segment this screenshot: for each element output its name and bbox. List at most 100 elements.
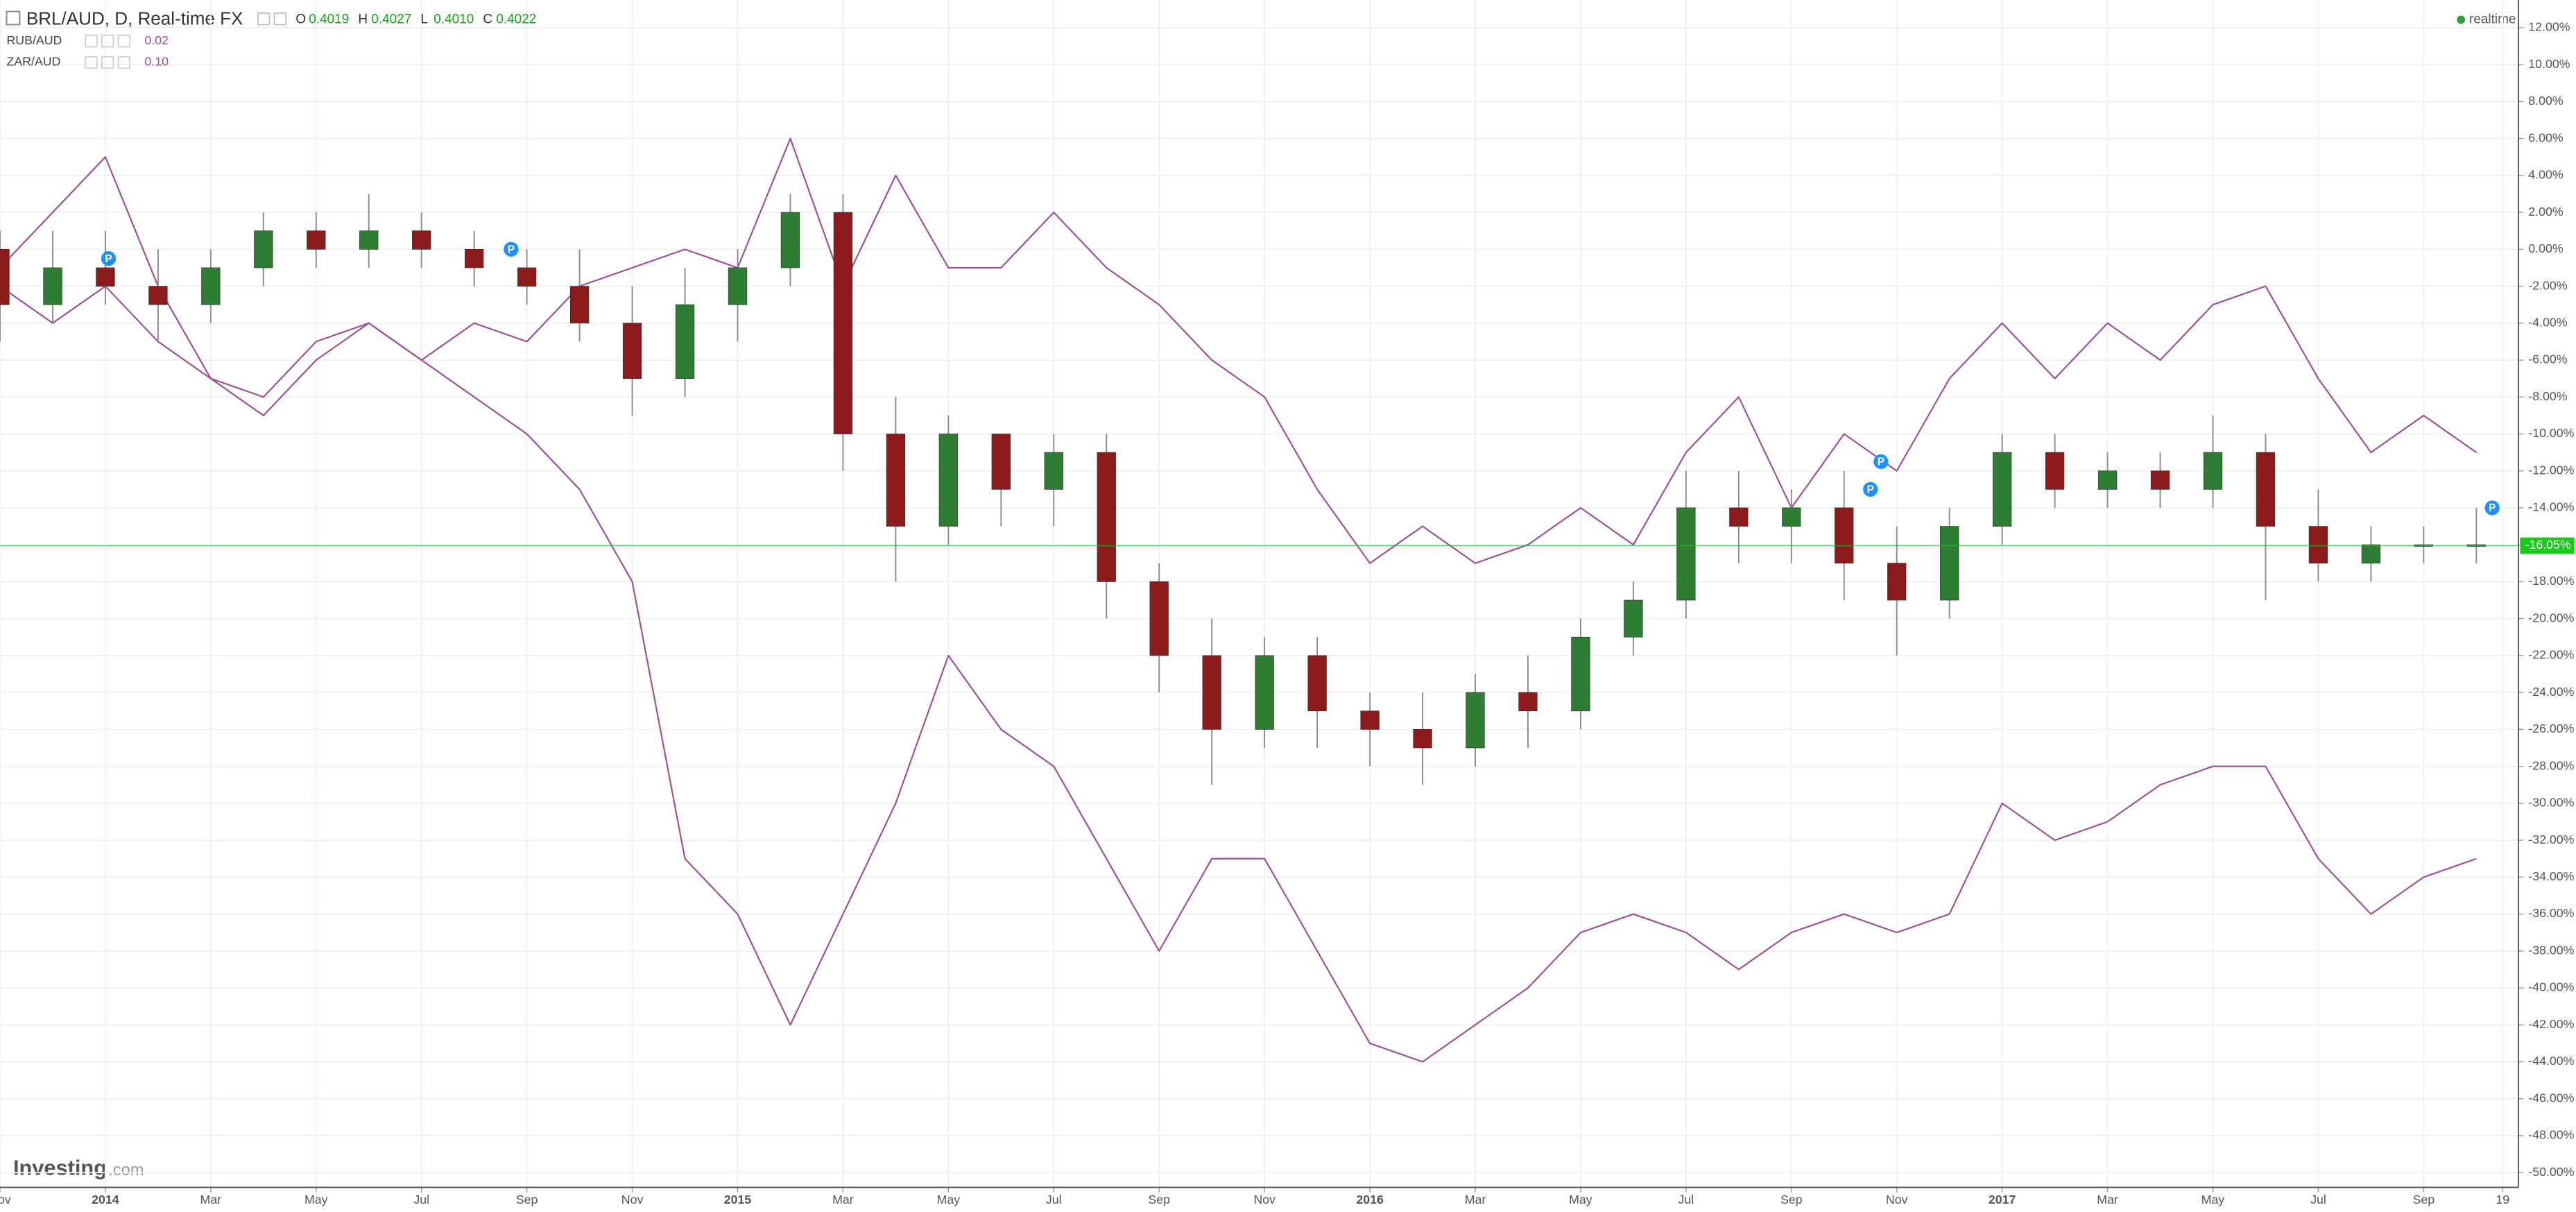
y-tick-label: -34.00% [2528, 869, 2574, 883]
candle-body [1729, 507, 1749, 527]
marker [1863, 481, 1878, 497]
candle-body [1782, 507, 1801, 527]
legend-icon[interactable] [101, 35, 114, 48]
legend-icon[interactable] [85, 56, 98, 69]
logo-suffix: .com [108, 1161, 144, 1179]
x-tick-label: Sep [516, 1193, 538, 1206]
candle-body [1466, 692, 1485, 749]
y-tick-label: -2.00% [2528, 278, 2567, 292]
x-tick-label: Jul [1046, 1193, 1062, 1206]
x-tick-label: Nov [1886, 1193, 1908, 1206]
status-dot [2457, 15, 2466, 24]
y-tick-label: 2.00% [2528, 205, 2564, 219]
candle-body [465, 248, 484, 268]
x-tick-label: Jul [1678, 1193, 1694, 1206]
legend-name: ZAR/AUD [6, 55, 60, 69]
candle-body [254, 230, 273, 268]
candle-body [1624, 599, 1643, 638]
y-tick-label: 6.00% [2528, 130, 2564, 144]
x-tick-label: May [1569, 1193, 1592, 1206]
y-tick-label: -32.00% [2528, 833, 2574, 846]
x-tick-label: Sep [1780, 1193, 1803, 1206]
series-line [0, 137, 2477, 564]
x-tick-label: Mar [1465, 1193, 1486, 1206]
last-price-label: -16.05% [2525, 538, 2571, 552]
x-tick-label: Jul [413, 1193, 429, 1206]
candle-body [0, 248, 10, 305]
marker-label: P [1867, 484, 1874, 496]
candle-body [1413, 729, 1432, 749]
y-tick-label: -8.00% [2528, 389, 2567, 403]
candle-body [1518, 692, 1538, 712]
candle-body [517, 267, 537, 287]
candle-body [1887, 563, 1907, 601]
legend-value: 0.02 [144, 33, 169, 47]
x-tick-label: Mar [200, 1193, 222, 1206]
legend-icon[interactable] [117, 56, 130, 69]
candle-body [1992, 452, 2012, 527]
candle-body [2203, 452, 2223, 490]
marker [1873, 454, 1889, 470]
x-tick-label: Mar [2097, 1193, 2118, 1206]
candle-body [991, 434, 1011, 490]
candle-body [359, 230, 379, 250]
y-tick-label: 12.00% [2528, 20, 2570, 34]
ohlc-value: 0.4022 [496, 12, 536, 26]
x-tick-label: Nov [1253, 1193, 1276, 1206]
y-tick-label: -36.00% [2528, 906, 2574, 920]
x-tick-label: Jul [2310, 1193, 2326, 1206]
legend-icon[interactable] [101, 56, 114, 69]
legend-name: RUB/AUD [6, 33, 62, 47]
candle-body [780, 212, 800, 268]
y-tick-label: -44.00% [2528, 1054, 2574, 1068]
x-tick-label: 2015 [724, 1193, 752, 1206]
candle-body [622, 323, 642, 379]
ohlc-key: H [358, 12, 368, 26]
y-tick-label: -4.00% [2528, 315, 2567, 329]
y-tick-label: -42.00% [2528, 1017, 2574, 1031]
x-tick-label: 2016 [1356, 1193, 1384, 1206]
candle-body [1940, 526, 1959, 601]
candle-body [2361, 544, 2381, 564]
marker-label: P [105, 253, 112, 265]
legend-icon[interactable] [85, 35, 98, 48]
y-tick-label: -6.00% [2528, 352, 2567, 366]
ohlc-key: O [295, 12, 306, 26]
x-tick-label: Mar [832, 1193, 854, 1206]
ohlc-value: 0.4027 [371, 12, 411, 26]
title-icon[interactable] [257, 12, 271, 26]
last-price-box [2520, 537, 2575, 554]
ohlc-key: L [420, 12, 428, 26]
candle-body [938, 434, 959, 527]
collapse-icon[interactable] [6, 10, 21, 26]
y-tick-label: -22.00% [2528, 648, 2574, 662]
title-icon[interactable] [273, 12, 286, 26]
chart-title: BRL/AUD, D, Real-time FX [26, 8, 243, 28]
header: BRL/AUD, D, Real-time FX realtime [6, 8, 2516, 28]
candle-body [675, 304, 695, 379]
candle-body [1835, 507, 1854, 564]
y-tick-label: -28.00% [2528, 758, 2574, 772]
marker-label: P [1878, 456, 1884, 468]
y-tick-label: -40.00% [2528, 980, 2574, 994]
y-tick-label: -46.00% [2528, 1091, 2574, 1104]
y-tick-label: -50.00% [2528, 1165, 2574, 1179]
candle-body [886, 434, 906, 527]
candle-body [96, 267, 115, 287]
candle-body [2150, 470, 2170, 490]
logo: Investing .com [13, 1156, 144, 1180]
x-tick-label: Sep [2413, 1193, 2435, 1206]
grid [0, 0, 2519, 1188]
candle-body [833, 212, 853, 434]
x-tick-label: 19 [2496, 1193, 2509, 1206]
ohlc-value: 0.4010 [433, 12, 474, 26]
candle-body [1149, 581, 1169, 656]
legend-icon[interactable] [117, 35, 130, 48]
x-tick-label: Sep [1148, 1193, 1170, 1206]
y-tick-label: -48.00% [2528, 1128, 2574, 1142]
x-tick-label: 2014 [92, 1193, 119, 1206]
candle-body [201, 267, 221, 305]
candle-body [728, 267, 748, 305]
